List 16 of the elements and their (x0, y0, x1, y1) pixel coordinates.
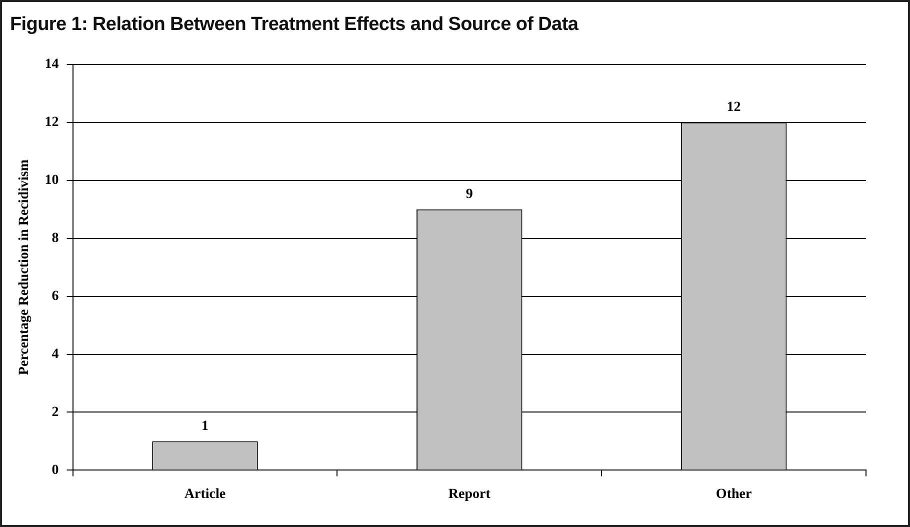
y-tick-label: 10 (44, 172, 59, 188)
x-tick-label: Article (184, 487, 226, 502)
data-label: 12 (726, 100, 741, 115)
y-tick-label: 14 (44, 57, 59, 72)
data-label: 1 (202, 418, 208, 434)
x-tick-label: Report (448, 487, 491, 502)
y-tick-label: 12 (44, 114, 59, 130)
chart-title: Figure 1: Relation Between Treatment Effects and Source of Data (10, 14, 578, 36)
y-tick-label: 2 (52, 404, 59, 420)
y-tick-label: 4 (52, 346, 59, 362)
y-tick-label: 6 (52, 288, 59, 304)
x-tick-label: Other (716, 487, 752, 502)
y-tick-label: 0 (52, 462, 59, 478)
y-tick-label: 8 (52, 230, 59, 246)
data-label: 9 (466, 186, 473, 202)
y-axis-title: Percentage Reduction in Recidivism (17, 159, 32, 376)
